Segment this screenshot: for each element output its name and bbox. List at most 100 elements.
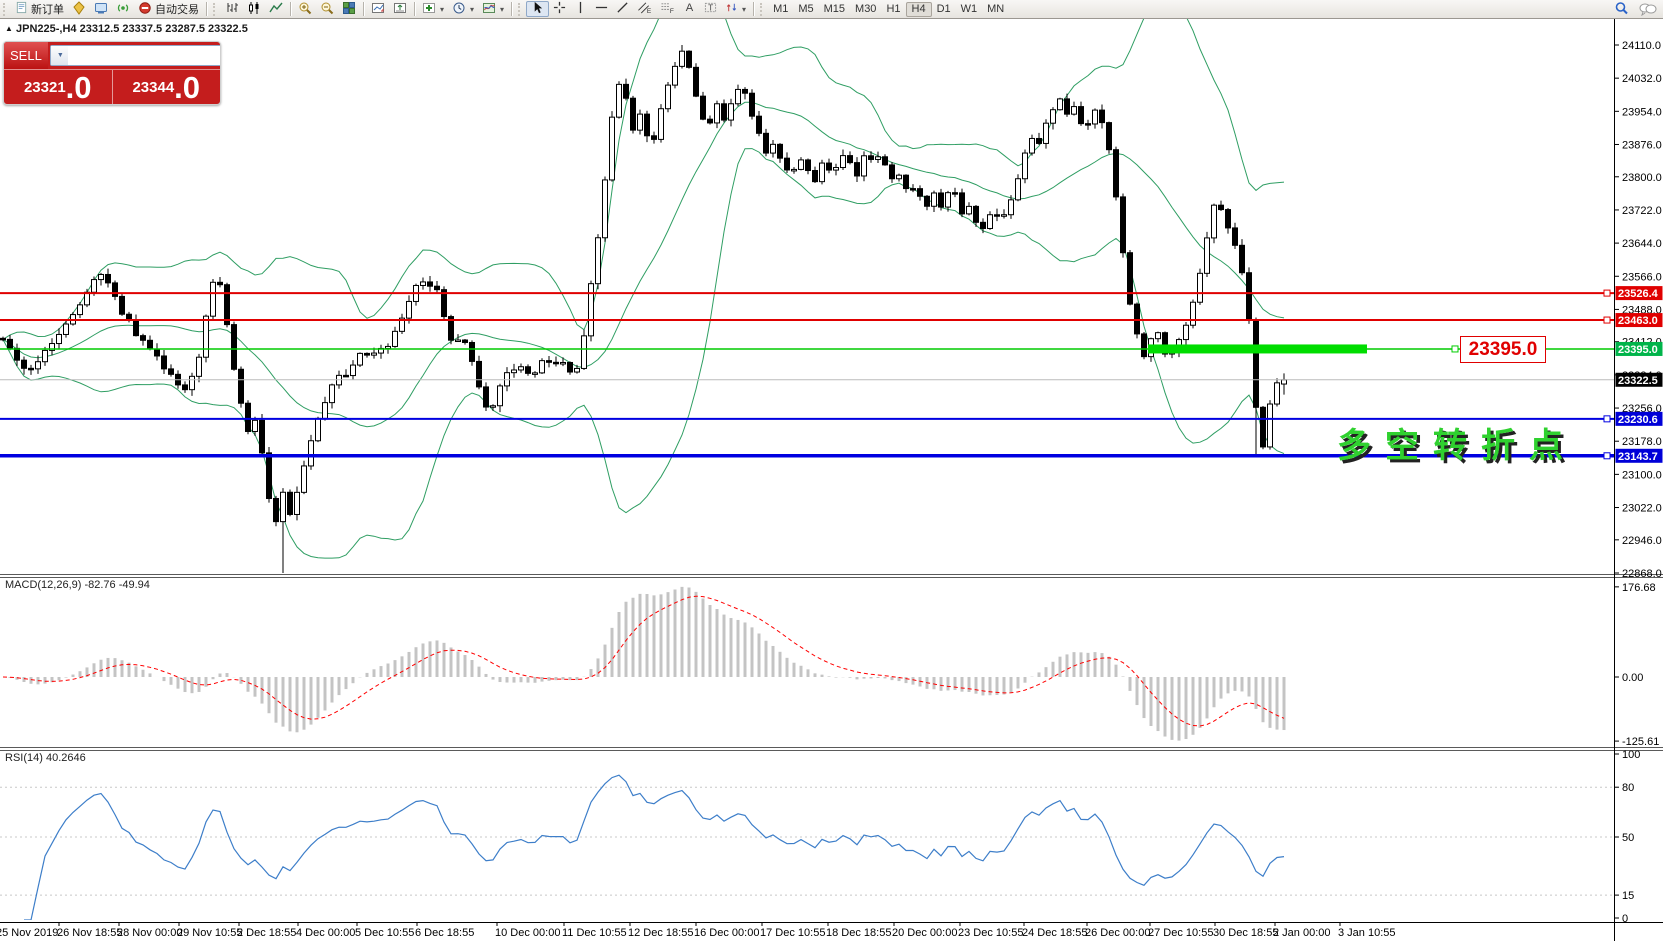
chat-icon[interactable]	[1639, 2, 1657, 19]
toolbar-grip[interactable]	[213, 2, 218, 16]
auto-trading-button[interactable]: 自动交易	[134, 1, 203, 17]
macd-axis-tick: 176.68	[1622, 582, 1656, 594]
time-axis-label: 17 Dec 10:55	[760, 927, 825, 939]
time-axis-label: 28 Nov 00:00	[117, 927, 182, 939]
time-axis-label: 24 Dec 18:55	[1022, 927, 1087, 939]
market-watch-icon	[72, 0, 86, 18]
horizontal-line-tool-button[interactable]	[591, 1, 612, 17]
bar-chart-button[interactable]	[221, 1, 243, 17]
time-axis-label: 12 Dec 18:55	[628, 927, 693, 939]
one-click-trading-panel: SELL ▼ ▲ BUY 23321 .0 23344 .0	[3, 41, 221, 105]
svg-text:F: F	[670, 8, 674, 14]
time-axis-label: 30 Dec 18:55	[1213, 927, 1278, 939]
data-window-button[interactable]	[90, 1, 112, 17]
time-axis-label: 27 Dec 10:55	[1148, 927, 1213, 939]
toolbar-separator	[511, 2, 513, 16]
chevron-down-icon: ▾	[470, 4, 475, 14]
indicator-list-button[interactable]	[389, 1, 411, 17]
zoom-in-icon	[298, 1, 312, 18]
candlestick-chart-button[interactable]	[243, 1, 265, 17]
channel-tool-button[interactable]: E	[633, 1, 656, 17]
add-indicator-button[interactable]: ▾	[418, 1, 448, 17]
tile-windows-button[interactable]	[338, 1, 360, 17]
arrows-tool-button[interactable]: ▾	[721, 1, 750, 17]
zoom-out-button[interactable]	[316, 1, 338, 17]
cursor-tool-button[interactable]	[526, 1, 550, 17]
sell-price-main: 23321	[23, 79, 66, 96]
trendline-tool-button[interactable]	[612, 1, 633, 17]
toolbar-grip[interactable]	[518, 2, 523, 16]
sell-price[interactable]: 23321 .0	[4, 70, 113, 104]
toolbar: 新订单 自动交易	[0, 0, 1663, 19]
toolbar-separator	[363, 2, 364, 16]
sell-button[interactable]: SELL	[4, 42, 48, 69]
market-watch-button[interactable]	[68, 0, 90, 18]
timeframe-h1[interactable]: H1	[886, 2, 901, 15]
price-annotation-label[interactable]: 23395.0	[1460, 336, 1546, 363]
price-tag: 23526.4	[1618, 288, 1659, 300]
svg-text:E: E	[647, 8, 652, 14]
timeframe-m30[interactable]: M30	[855, 2, 877, 15]
toolbar-grip[interactable]	[760, 2, 765, 16]
time-axis-label: 20 Dec 00:00	[892, 927, 957, 939]
timeframe-d1[interactable]: D1	[936, 2, 951, 15]
new-order-button[interactable]: 新订单	[11, 1, 68, 17]
indicator-window-button[interactable]	[367, 1, 389, 17]
tile-windows-icon	[342, 1, 356, 18]
chevron-down-icon: ▾	[742, 4, 747, 14]
text-label-tool-button[interactable]: T	[700, 1, 721, 17]
price-axis-tick: 24032.0	[1622, 73, 1662, 85]
period-button[interactable]: ▾	[448, 1, 478, 17]
time-axis-label: 18 Dec 18:55	[826, 927, 891, 939]
timeframe-m1[interactable]: M1	[773, 2, 789, 15]
toolbar-separator	[414, 2, 415, 16]
crosshair-tool-button[interactable]	[549, 1, 570, 17]
text-tool-button[interactable]: A	[679, 1, 700, 17]
chevron-down-icon: ▾	[440, 4, 445, 14]
rsi-axis-tick: 15	[1622, 890, 1634, 902]
rsi-axis-tick: 50	[1622, 832, 1634, 844]
indicator-list-icon	[393, 1, 407, 18]
rsi-axis-tick: 100	[1622, 749, 1640, 761]
sell-price-pips: .0	[65, 70, 92, 105]
trendline-icon	[616, 1, 629, 17]
zoom-in-button[interactable]	[294, 1, 316, 17]
price-axis-tick: 23954.0	[1622, 106, 1662, 118]
search-icon[interactable]	[1614, 1, 1629, 19]
timeframe-mn[interactable]: MN	[987, 2, 1005, 15]
timeframe-bar: M1 M5 M15 M30 H1 H4 D1 W1 MN	[768, 1, 1009, 17]
toolbar-separator	[206, 2, 207, 16]
toolbar-separator	[753, 2, 755, 16]
toolbar-grip[interactable]	[3, 2, 8, 16]
buy-price[interactable]: 23344 .0	[113, 70, 221, 104]
vertical-line-tool-button[interactable]	[570, 1, 591, 17]
price-tag: 23463.0	[1618, 315, 1658, 327]
turning-point-annotation[interactable]: 多空转折点	[1337, 427, 1577, 465]
time-axis-label: 26 Nov 18:55	[57, 927, 122, 939]
time-axis-label: 25 Nov 2019	[0, 927, 58, 939]
line-chart-button[interactable]	[265, 1, 287, 17]
svg-text:T: T	[708, 2, 713, 12]
rsi-indicator-label: RSI(14) 40.2646	[5, 752, 86, 764]
rsi-axis-tick: 80	[1622, 782, 1634, 794]
fibonacci-tool-button[interactable]: F	[656, 1, 679, 17]
volume-down-button[interactable]: ▼	[50, 46, 68, 65]
rsi-panel	[0, 774, 1614, 920]
price-axis-tick: 23722.0	[1622, 205, 1662, 217]
price-axis-tick: 24110.0	[1622, 40, 1661, 52]
new-order-label: 新订单	[31, 4, 64, 16]
timeframe-m5[interactable]: M5	[798, 2, 814, 15]
buy-price-main: 23344	[132, 79, 175, 96]
timeframe-w1[interactable]: W1	[960, 2, 978, 15]
signals-button[interactable]	[112, 1, 134, 17]
macd-panel	[2, 586, 1286, 741]
template-button[interactable]: ▾	[478, 1, 508, 17]
panel-collapse-icon[interactable]: ▲	[5, 24, 13, 33]
timeframe-h4[interactable]: H4	[905, 1, 932, 17]
time-axis-label: 2 Jan 00:00	[1273, 927, 1331, 939]
time-axis-label: 26 Dec 00:00	[1085, 927, 1150, 939]
timeframe-m15[interactable]: M15	[823, 2, 846, 15]
volume-input[interactable]	[67, 46, 220, 65]
